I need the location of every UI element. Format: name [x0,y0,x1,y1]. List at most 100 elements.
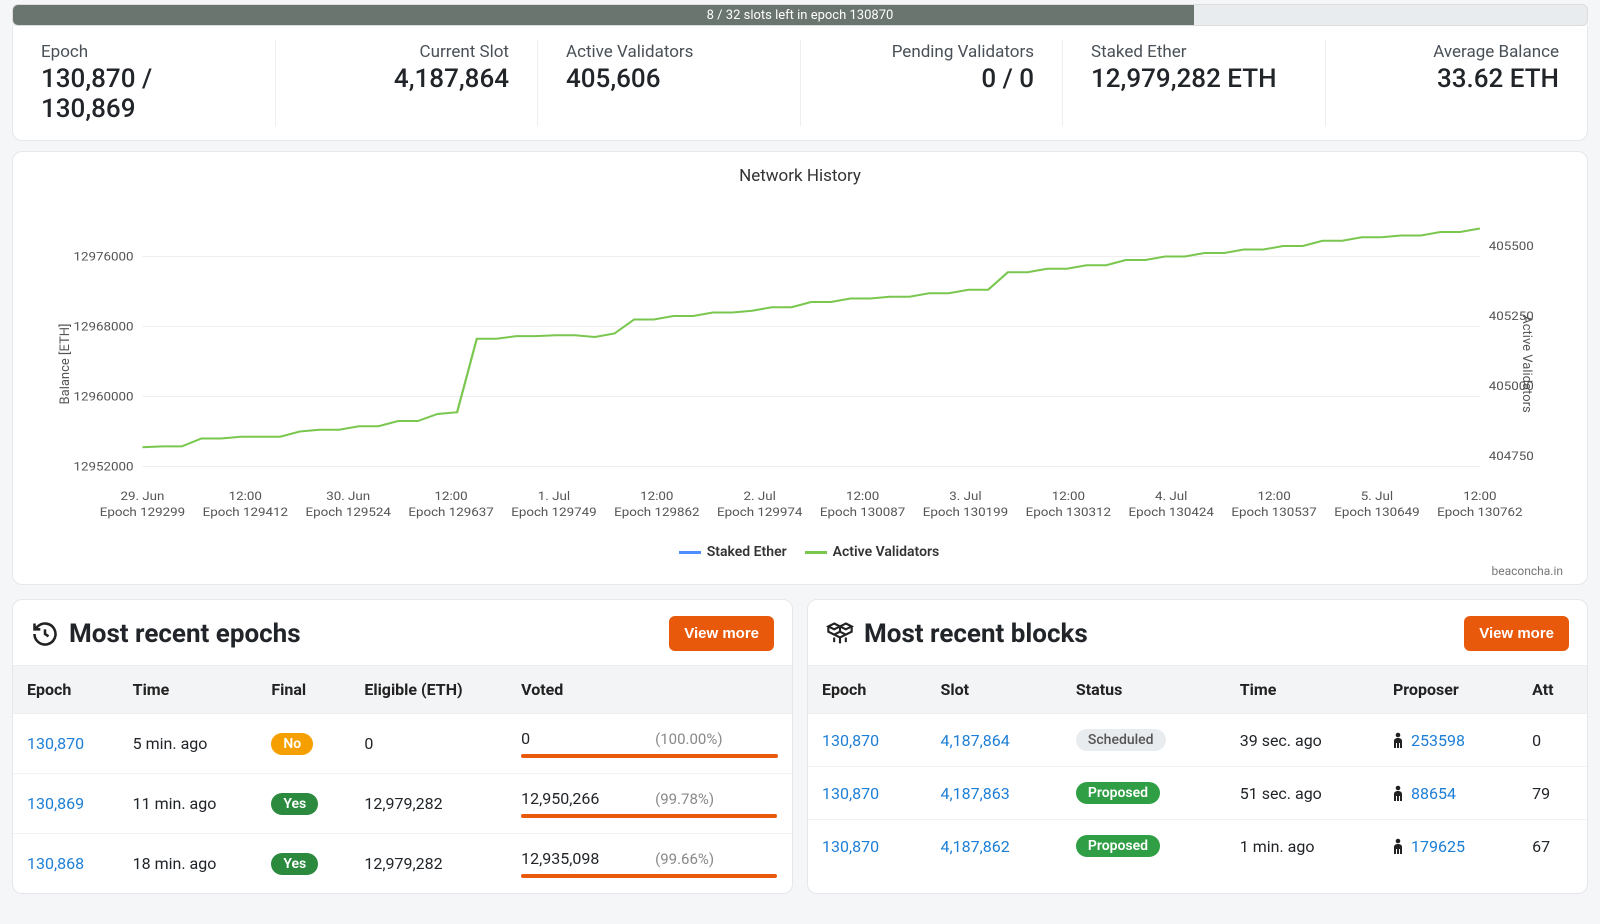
slot-link[interactable]: 4,187,862 [940,837,1009,856]
svg-text:12960000: 12960000 [73,390,133,404]
svg-text:12:00: 12:00 [1052,490,1085,504]
svg-text:12:00: 12:00 [1257,490,1290,504]
stat-4: Staked Ether 12,979,282 ETH [1063,40,1326,126]
svg-text:4. Jul: 4. Jul [1155,490,1187,504]
svg-text:Epoch 129862: Epoch 129862 [614,506,699,520]
recent-epochs-card: Most recent epochs View more EpochTimeFi… [12,599,793,894]
svg-text:12:00: 12:00 [229,490,262,504]
svg-text:12:00: 12:00 [1463,490,1496,504]
svg-text:Epoch 129974: Epoch 129974 [717,506,802,520]
svg-text:Epoch 130424: Epoch 130424 [1129,506,1214,520]
svg-text:12952000: 12952000 [73,460,133,474]
table-row[interactable]: 130,870 4,187,863 Proposed 51 sec. ago 8… [808,767,1587,820]
epoch-link[interactable]: 130,869 [27,794,84,813]
person-icon [1393,732,1403,748]
epochs-table-body: 130,870 5 min. ago No 0 0(100.00%) 130,8… [13,714,792,894]
stat-value: 405,606 [566,64,772,94]
recent-blocks-title: Most recent blocks [826,619,1088,649]
attestations: 79 [1518,767,1587,820]
chart-attribution: beaconcha.in [31,564,1569,578]
table-row[interactable]: 130,870 5 min. ago No 0 0(100.00%) [13,714,792,774]
stat-0: Epoch 130,870 / 130,869 [13,40,276,126]
table-col: Final [257,666,350,714]
stat-value: 33.62 ETH [1354,64,1560,94]
eligible-eth: 12,979,282 [350,774,507,834]
proposer-link[interactable]: 179625 [1411,837,1465,856]
finality-badge: No [271,733,313,755]
slot-link[interactable]: 4,187,863 [940,784,1009,803]
svg-text:Epoch 130199: Epoch 130199 [923,506,1008,520]
epoch-progress-text: 8 / 32 slots left in epoch 130870 [13,5,1587,25]
slot-link[interactable]: 4,187,864 [940,731,1009,750]
legend-swatch [679,551,701,554]
svg-text:Epoch 130649: Epoch 130649 [1334,506,1419,520]
eligible-eth: 0 [350,714,507,774]
eligible-eth: 12,979,282 [350,834,507,894]
person-icon [1393,838,1403,854]
block-time: 1 min. ago [1226,820,1379,873]
status-badge: Proposed [1076,782,1160,804]
blocks-table-body: 130,870 4,187,864 Scheduled 39 sec. ago … [808,714,1587,873]
svg-text:Epoch 130762: Epoch 130762 [1437,506,1522,520]
history-icon [31,620,59,648]
epoch-link[interactable]: 130,870 [822,784,879,803]
table-col: Time [1226,666,1379,714]
epoch-link[interactable]: 130,870 [822,837,879,856]
table-col: Att [1518,666,1587,714]
status-badge: Scheduled [1076,729,1166,751]
proposer-link[interactable]: 253598 [1411,731,1465,750]
person-icon [1393,785,1403,801]
view-more-blocks-button[interactable]: View more [1464,616,1569,651]
stat-value: 130,870 / 130,869 [41,64,247,124]
epoch-link[interactable]: 130,868 [27,854,84,873]
table-row[interactable]: 130,870 4,187,862 Proposed 1 min. ago 17… [808,820,1587,873]
svg-text:12:00: 12:00 [434,490,467,504]
svg-text:29. Jun: 29. Jun [120,490,164,504]
voted-cell: 12,935,098(99.66%) [507,834,792,894]
chart-area: Balance [ETH] Active Validators 12952000… [31,194,1569,534]
chart-title: Network History [31,166,1569,186]
stat-2: Active Validators 405,606 [538,40,801,126]
svg-text:30. Jun: 30. Jun [326,490,370,504]
epoch-time: 18 min. ago [119,834,258,894]
table-col: Slot [926,666,1061,714]
stat-label: Active Validators [566,42,772,62]
svg-text:Epoch 129299: Epoch 129299 [100,506,185,520]
chart-svg: 1295200012960000129680001297600040475040… [31,194,1569,534]
table-col: Proposer [1379,666,1518,714]
voted-cell: 12,950,266(99.78%) [507,774,792,834]
stat-5: Average Balance 33.62 ETH [1326,40,1588,126]
stat-label: Average Balance [1354,42,1560,62]
finality-badge: Yes [271,793,318,815]
y-axis-right-label: Active Validators [1519,315,1534,412]
epochs-table-header: EpochTimeFinalEligible (ETH)Voted [13,666,792,714]
table-row[interactable]: 130,868 18 min. ago Yes 12,979,282 12,93… [13,834,792,894]
svg-text:5. Jul: 5. Jul [1361,490,1393,504]
table-row[interactable]: 130,869 11 min. ago Yes 12,979,282 12,95… [13,774,792,834]
stat-3: Pending Validators 0 / 0 [801,40,1064,126]
svg-text:12:00: 12:00 [846,490,879,504]
blocks-icon [826,620,854,648]
epoch-link[interactable]: 130,870 [822,731,879,750]
legend-label: Active Validators [833,544,940,560]
proposer-link[interactable]: 88654 [1411,784,1456,803]
view-more-epochs-button[interactable]: View more [669,616,774,651]
svg-text:Epoch 129524: Epoch 129524 [305,506,390,520]
svg-text:Epoch 129412: Epoch 129412 [203,506,288,520]
svg-text:Epoch 130537: Epoch 130537 [1231,506,1316,520]
y-axis-left-label: Balance [ETH] [58,324,73,405]
legend-swatch [805,551,827,554]
table-row[interactable]: 130,870 4,187,864 Scheduled 39 sec. ago … [808,714,1587,767]
epoch-time: 11 min. ago [119,774,258,834]
attestations: 0 [1518,714,1587,767]
recent-epochs-title: Most recent epochs [31,619,301,649]
svg-text:404750: 404750 [1489,450,1534,464]
block-time: 39 sec. ago [1226,714,1379,767]
recent-blocks-card: Most recent blocks View more EpochSlotSt… [807,599,1588,894]
svg-text:2. Jul: 2. Jul [744,490,776,504]
stat-value: 0 / 0 [829,64,1035,94]
epoch-progress: 8 / 32 slots left in epoch 130870 [12,4,1588,26]
epoch-link[interactable]: 130,870 [27,734,84,753]
blocks-table: EpochSlotStatusTimeProposerAtt 130,870 4… [808,665,1587,872]
svg-text:Epoch 130312: Epoch 130312 [1026,506,1111,520]
